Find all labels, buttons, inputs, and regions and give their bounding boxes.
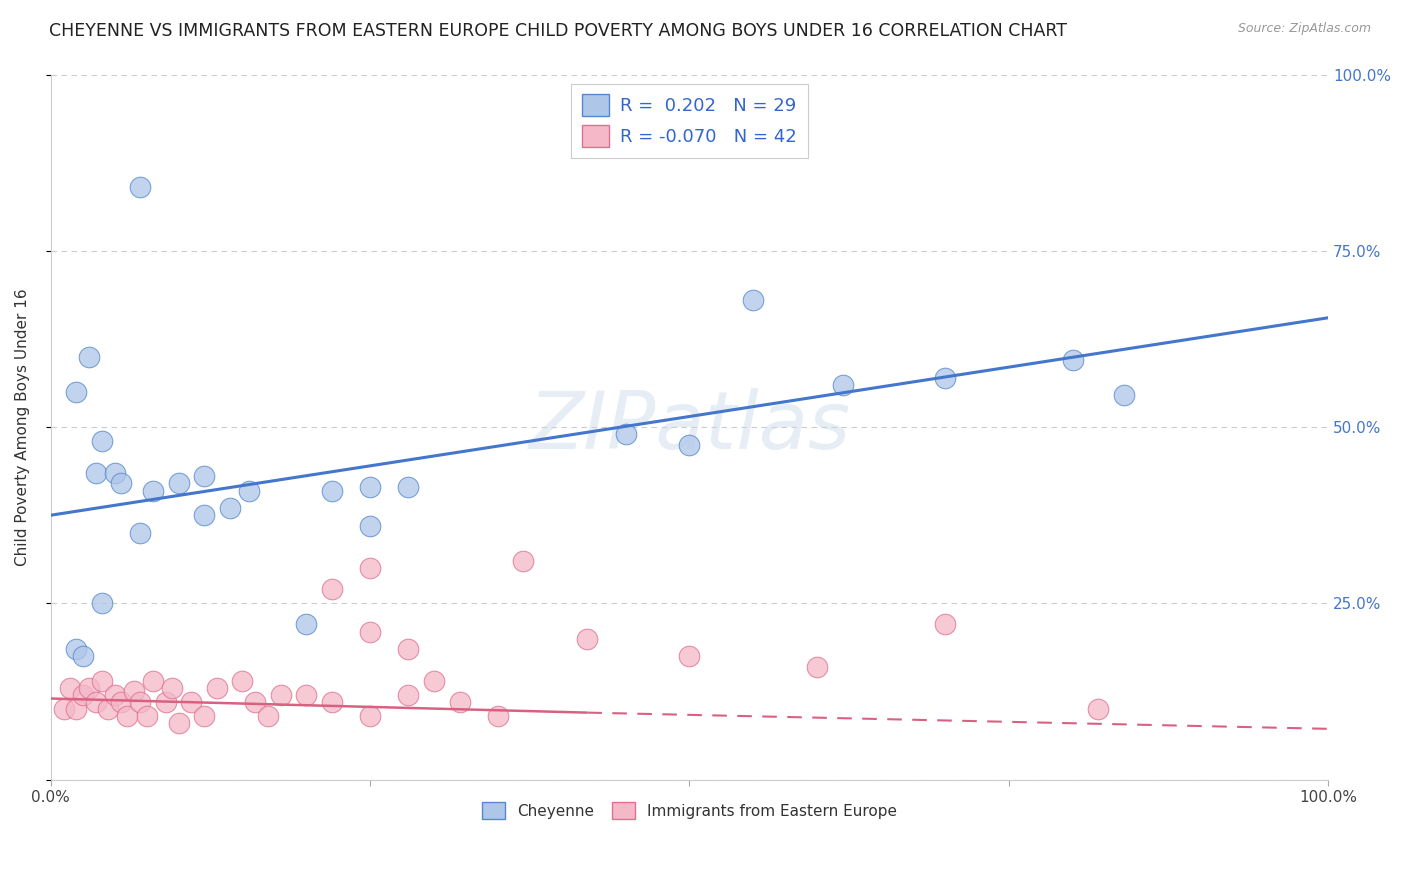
Point [321,582,343,597]
Point [831,377,853,392]
Point [155,695,177,709]
Point [806,660,828,674]
Point [180,695,202,709]
Point [205,681,228,695]
Point [90,434,112,449]
Point [84,695,107,709]
Point [129,525,152,540]
Point [486,709,509,723]
Point [193,709,215,723]
Point [295,688,318,702]
Point [167,476,190,491]
Point [245,695,267,709]
Point [135,709,157,723]
Point [129,180,152,194]
Point [1087,702,1109,716]
Point [65,642,87,657]
Point [231,673,253,688]
Point [72,688,94,702]
Point [218,501,240,516]
Point [65,384,87,399]
Point [359,518,381,533]
Y-axis label: Child Poverty Among Boys Under 16: Child Poverty Among Boys Under 16 [15,288,30,566]
Point [104,688,127,702]
Point [576,632,599,646]
Point [257,709,280,723]
Point [142,483,165,498]
Point [359,709,381,723]
Point [90,673,112,688]
Point [142,673,165,688]
Point [52,702,75,716]
Point [238,483,260,498]
Point [512,554,534,568]
Point [449,695,471,709]
Text: CHEYENNE VS IMMIGRANTS FROM EASTERN EUROPE CHILD POVERTY AMONG BOYS UNDER 16 COR: CHEYENNE VS IMMIGRANTS FROM EASTERN EURO… [49,22,1067,40]
Point [742,293,765,307]
Point [270,688,292,702]
Point [129,695,152,709]
Point [104,466,127,480]
Point [321,483,343,498]
Point [678,649,700,664]
Point [77,681,100,695]
Point [84,466,107,480]
Point [398,480,420,494]
Point [97,702,120,716]
Point [90,596,112,610]
Point [678,438,700,452]
Point [359,480,381,494]
Point [614,427,637,442]
Point [1112,388,1135,402]
Point [423,673,446,688]
Point [77,350,100,364]
Point [1062,353,1084,368]
Point [122,684,145,698]
Point [65,702,87,716]
Point [934,370,956,384]
Legend: Cheyenne, Immigrants from Eastern Europe: Cheyenne, Immigrants from Eastern Europe [475,796,904,825]
Point [160,681,183,695]
Point [359,561,381,575]
Text: Source: ZipAtlas.com: Source: ZipAtlas.com [1237,22,1371,36]
Point [193,469,215,483]
Point [72,649,94,664]
Point [193,508,215,523]
Point [167,716,190,731]
Point [359,624,381,639]
Point [117,709,139,723]
Point [110,695,132,709]
Point [934,617,956,632]
Point [59,681,82,695]
Text: ZIPatlas: ZIPatlas [529,388,851,466]
Point [110,476,132,491]
Point [398,642,420,657]
Point [398,688,420,702]
Point [295,617,318,632]
Point [321,695,343,709]
